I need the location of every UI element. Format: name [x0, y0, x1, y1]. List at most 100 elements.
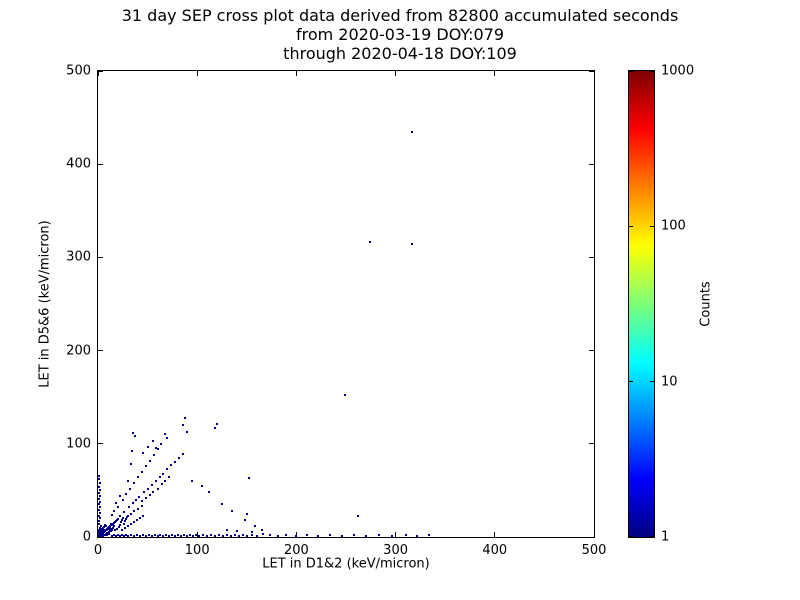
data-point	[230, 509, 233, 512]
x-tick	[395, 71, 397, 76]
data-point	[182, 424, 185, 427]
data-point	[253, 524, 256, 527]
data-point	[129, 522, 132, 525]
data-point	[306, 534, 309, 537]
data-point	[245, 512, 248, 515]
data-point	[106, 532, 109, 535]
data-point	[250, 534, 253, 537]
data-point	[216, 423, 219, 426]
data-point	[229, 535, 232, 538]
data-point	[98, 494, 101, 497]
data-point	[184, 416, 187, 419]
data-point	[182, 453, 185, 456]
data-point	[329, 534, 332, 537]
y-tick	[589, 443, 594, 445]
data-point	[140, 470, 143, 473]
data-point	[98, 503, 100, 506]
data-point	[119, 521, 122, 524]
y-tick	[98, 163, 103, 165]
data-point	[390, 535, 393, 538]
data-point	[201, 484, 204, 487]
data-point	[109, 522, 112, 525]
data-point	[146, 445, 149, 448]
data-point	[165, 534, 168, 537]
x-tick-label: 500	[581, 543, 607, 558]
y-tick	[589, 350, 594, 352]
data-point	[126, 535, 129, 538]
data-point	[186, 430, 189, 433]
x-tick	[593, 532, 595, 537]
data-point	[133, 435, 136, 438]
data-point	[135, 534, 138, 537]
data-point	[121, 498, 124, 501]
data-point	[144, 465, 147, 468]
data-point	[261, 533, 264, 536]
data-point	[127, 506, 130, 509]
y-tick-label: 500	[66, 63, 91, 79]
data-point	[164, 480, 167, 483]
data-point	[225, 534, 228, 537]
colorbar-tick	[650, 381, 654, 383]
y-tick-label: 0	[82, 529, 91, 545]
data-point	[123, 526, 126, 529]
data-point	[109, 530, 112, 533]
data-point	[112, 534, 115, 537]
data-point	[141, 515, 144, 518]
data-point	[198, 535, 201, 538]
data-point	[170, 464, 173, 467]
data-point	[250, 531, 253, 534]
data-point	[98, 533, 100, 536]
data-point	[138, 535, 141, 538]
data-point	[118, 535, 121, 538]
data-point	[98, 506, 101, 509]
data-point	[105, 534, 108, 537]
data-point	[111, 526, 114, 529]
data-point	[98, 514, 100, 517]
data-point	[214, 535, 217, 538]
data-point	[245, 535, 248, 538]
data-point	[122, 510, 125, 513]
x-tick	[97, 71, 99, 76]
data-point	[247, 477, 250, 480]
data-point	[147, 534, 150, 537]
data-point	[131, 431, 134, 434]
data-point	[140, 499, 143, 502]
data-point	[153, 534, 156, 537]
colorbar-tick	[629, 381, 633, 383]
data-point	[128, 487, 131, 490]
data-point	[154, 446, 157, 449]
data-point	[150, 535, 153, 538]
title-line-2: from 2020-03-19 DOY:079	[295, 25, 504, 44]
data-point	[98, 478, 100, 481]
data-point	[411, 130, 414, 133]
data-point	[114, 502, 117, 505]
data-point	[110, 535, 113, 538]
data-point	[156, 487, 159, 490]
x-tick	[196, 71, 198, 76]
data-point	[183, 534, 186, 537]
data-point	[132, 509, 135, 512]
data-point	[428, 534, 431, 537]
data-point	[161, 482, 164, 485]
data-point	[156, 535, 159, 538]
data-point	[174, 535, 177, 538]
data-point	[130, 450, 133, 453]
y-tick	[589, 256, 594, 258]
data-point	[159, 534, 162, 537]
data-point	[150, 483, 153, 486]
data-point	[168, 476, 171, 479]
x-tick	[593, 71, 595, 76]
data-point	[356, 514, 359, 517]
data-point	[206, 535, 209, 538]
data-point	[152, 453, 155, 456]
data-point	[141, 534, 144, 537]
x-tick-label: 0	[93, 543, 103, 558]
data-point	[138, 517, 141, 520]
data-point	[113, 529, 116, 532]
data-point	[317, 535, 320, 538]
data-point	[221, 535, 224, 538]
title-line-1: 31 day SEP cross plot data derived from …	[121, 6, 679, 25]
data-point	[112, 524, 115, 527]
data-point	[118, 523, 121, 526]
colorbar-tick-label: 1	[661, 529, 670, 545]
